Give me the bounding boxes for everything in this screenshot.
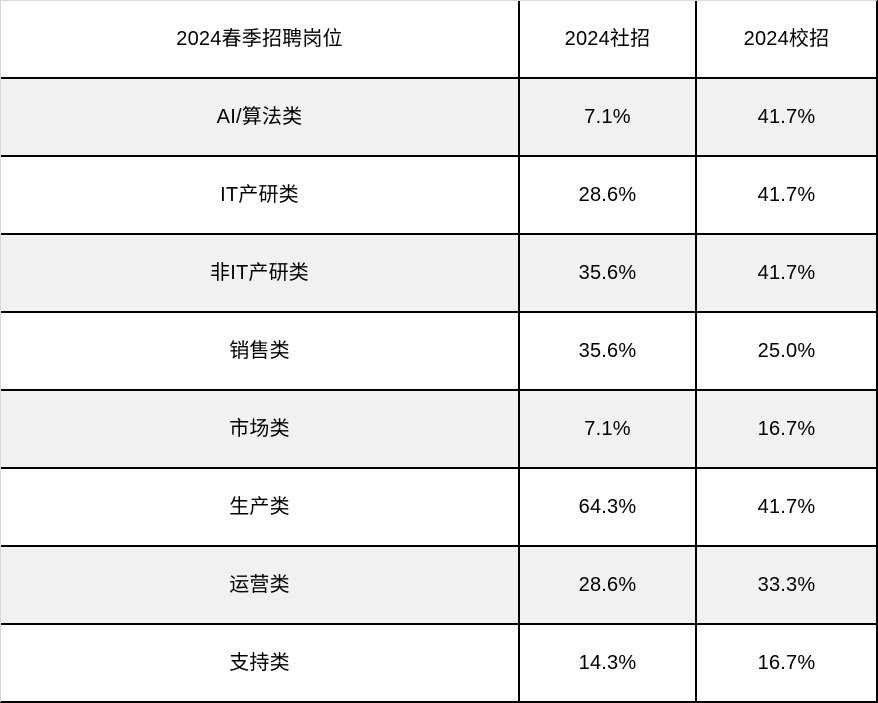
row-label: AI/算法类 <box>216 106 303 128</box>
row-label: 生产类 <box>229 496 290 518</box>
campus-recruit-value: 41.7% <box>695 157 876 233</box>
social-recruit-value: 7.1% <box>518 391 695 467</box>
row-label: 运营类 <box>229 574 290 596</box>
table-header-row: 2024春季招聘岗位 2024社招 2024校招 <box>1 1 876 77</box>
campus-recruit-value: 41.7% <box>695 79 876 155</box>
social-recruit-value: 14.3% <box>518 625 695 701</box>
campus-recruit-value: 25.0% <box>695 313 876 389</box>
campus-recruit-value: 16.7% <box>695 625 876 701</box>
campus-recruit-value: 16.7% <box>695 391 876 467</box>
table-row-operations: 运营类 28.6% 33.3% <box>1 545 876 623</box>
row-label: IT产研类 <box>220 184 299 206</box>
social-recruit-value: 28.6% <box>518 547 695 623</box>
campus-recruit-value: 41.7% <box>695 469 876 545</box>
row-label: 销售类 <box>229 340 290 362</box>
table-row-non-it-rnd: 非IT产研类 35.6% 41.7% <box>1 233 876 311</box>
column-header-position: 2024春季招聘岗位 <box>176 28 343 50</box>
column-header-social-recruit: 2024社招 <box>518 1 695 77</box>
table-row-it-rnd: IT产研类 28.6% 41.7% <box>1 155 876 233</box>
social-recruit-value: 64.3% <box>518 469 695 545</box>
table-row-marketing: 市场类 7.1% 16.7% <box>1 389 876 467</box>
table-row-ai-algorithm: AI/算法类 7.1% 41.7% <box>1 77 876 155</box>
table-row-sales: 销售类 35.6% 25.0% <box>1 311 876 389</box>
campus-recruit-value: 33.3% <box>695 547 876 623</box>
table-row-support: 支持类 14.3% 16.7% <box>1 623 876 701</box>
social-recruit-value: 28.6% <box>518 157 695 233</box>
row-label: 支持类 <box>229 652 290 674</box>
row-label: 市场类 <box>229 418 290 440</box>
social-recruit-value: 7.1% <box>518 79 695 155</box>
column-header-campus-recruit: 2024校招 <box>695 1 876 77</box>
social-recruit-value: 35.6% <box>518 313 695 389</box>
social-recruit-value: 35.6% <box>518 235 695 311</box>
campus-recruit-value: 41.7% <box>695 235 876 311</box>
table-row-production: 生产类 64.3% 41.7% <box>1 467 876 545</box>
row-label: 非IT产研类 <box>210 262 309 284</box>
